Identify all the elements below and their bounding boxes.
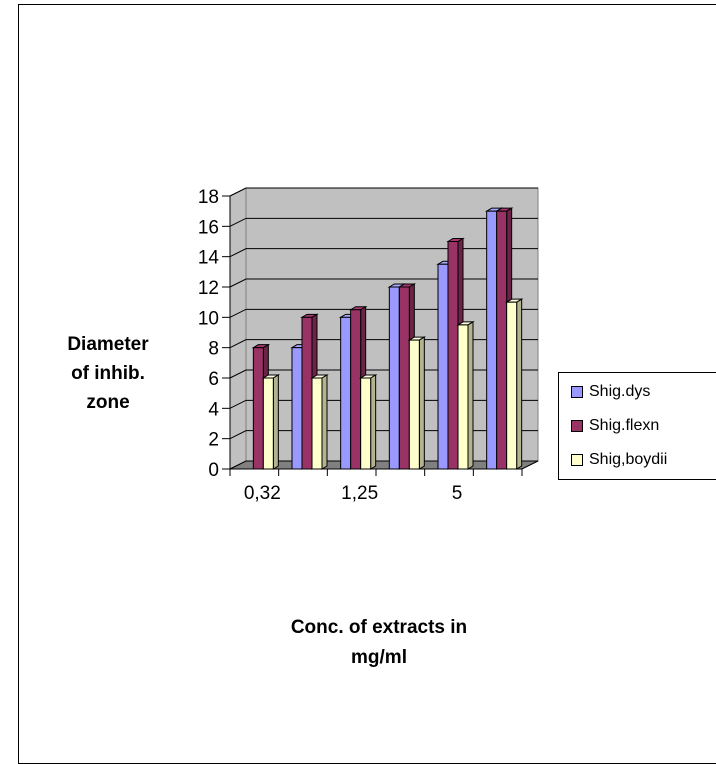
bar [360, 377, 372, 470]
bar [496, 210, 508, 470]
bar [291, 347, 303, 470]
legend-swatch-shig-boydii [571, 453, 583, 466]
chart-legend: Shig.dys Shig.flexn Shig,boydii [558, 372, 716, 480]
y-gridline [229, 187, 538, 197]
y-tick-label: 4 [208, 399, 219, 420]
bar [447, 241, 459, 470]
legend-item-shig-boydii: Shig,boydii [571, 451, 667, 469]
y-tick-label: 8 [208, 339, 219, 360]
y-axis-label-line-1: Diameter [67, 334, 149, 355]
legend-label-shig-flexn: Shig.flexn [589, 417, 660, 434]
chart-side-wall [229, 187, 247, 470]
y-tick-label: 18 [198, 187, 219, 208]
legend-swatch-shig-flexn [571, 419, 583, 432]
bar [398, 286, 410, 470]
bar [311, 377, 323, 470]
bar-side [272, 374, 279, 470]
x-tick-label: 5 [452, 483, 463, 504]
bar [252, 347, 264, 470]
legend-label-shig-dys: Shig.dys [589, 383, 651, 400]
bar [408, 339, 420, 470]
y-tick-label: 12 [198, 278, 219, 299]
bar-side [467, 321, 474, 470]
bar [486, 210, 498, 470]
x-tick-label: 1,25 [341, 483, 378, 504]
x-axis-label-line-1: Conc. of extracts in [290, 617, 468, 638]
bar [506, 301, 518, 470]
y-gridline [229, 217, 538, 227]
bar-side [321, 374, 328, 470]
y-tick-label: 10 [198, 308, 219, 329]
bar [457, 324, 469, 470]
y-gridline [229, 248, 538, 258]
bar-side [370, 374, 377, 470]
bar [301, 316, 313, 470]
y-axis-label-line-2: of inhib. [71, 363, 145, 384]
y-tick-label: 6 [208, 369, 219, 390]
y-tick-label: 0 [208, 460, 219, 481]
y-tick-label: 16 [198, 217, 219, 238]
legend-item-shig-flexn: Shig.flexn [571, 417, 659, 435]
bar [340, 316, 352, 470]
x-tick-label: 0,32 [244, 483, 281, 504]
legend-swatch-shig-dys [571, 385, 583, 398]
bar-side [516, 298, 523, 470]
bar [262, 377, 274, 470]
legend-label-shig-boydii: Shig,boydii [589, 451, 668, 468]
x-axis-label-line-2: mg/ml [351, 647, 407, 668]
y-tick-label: 2 [208, 430, 219, 451]
y-tick-label: 14 [198, 248, 220, 269]
bar [437, 263, 449, 470]
bar-chart: 0 2 4 6 8 10 12 14 16 18 0,32 1,25 5 [198, 187, 539, 504]
y-axis-label: Diameter of inhib. zone [28, 330, 188, 417]
bar [350, 309, 362, 470]
y-axis-label-line-3: zone [86, 392, 130, 413]
bar [388, 286, 400, 470]
x-axis-label: Conc. of extracts in mg/ml [214, 613, 544, 673]
bar-side [418, 336, 425, 470]
legend-item-shig-dys: Shig.dys [571, 383, 650, 401]
